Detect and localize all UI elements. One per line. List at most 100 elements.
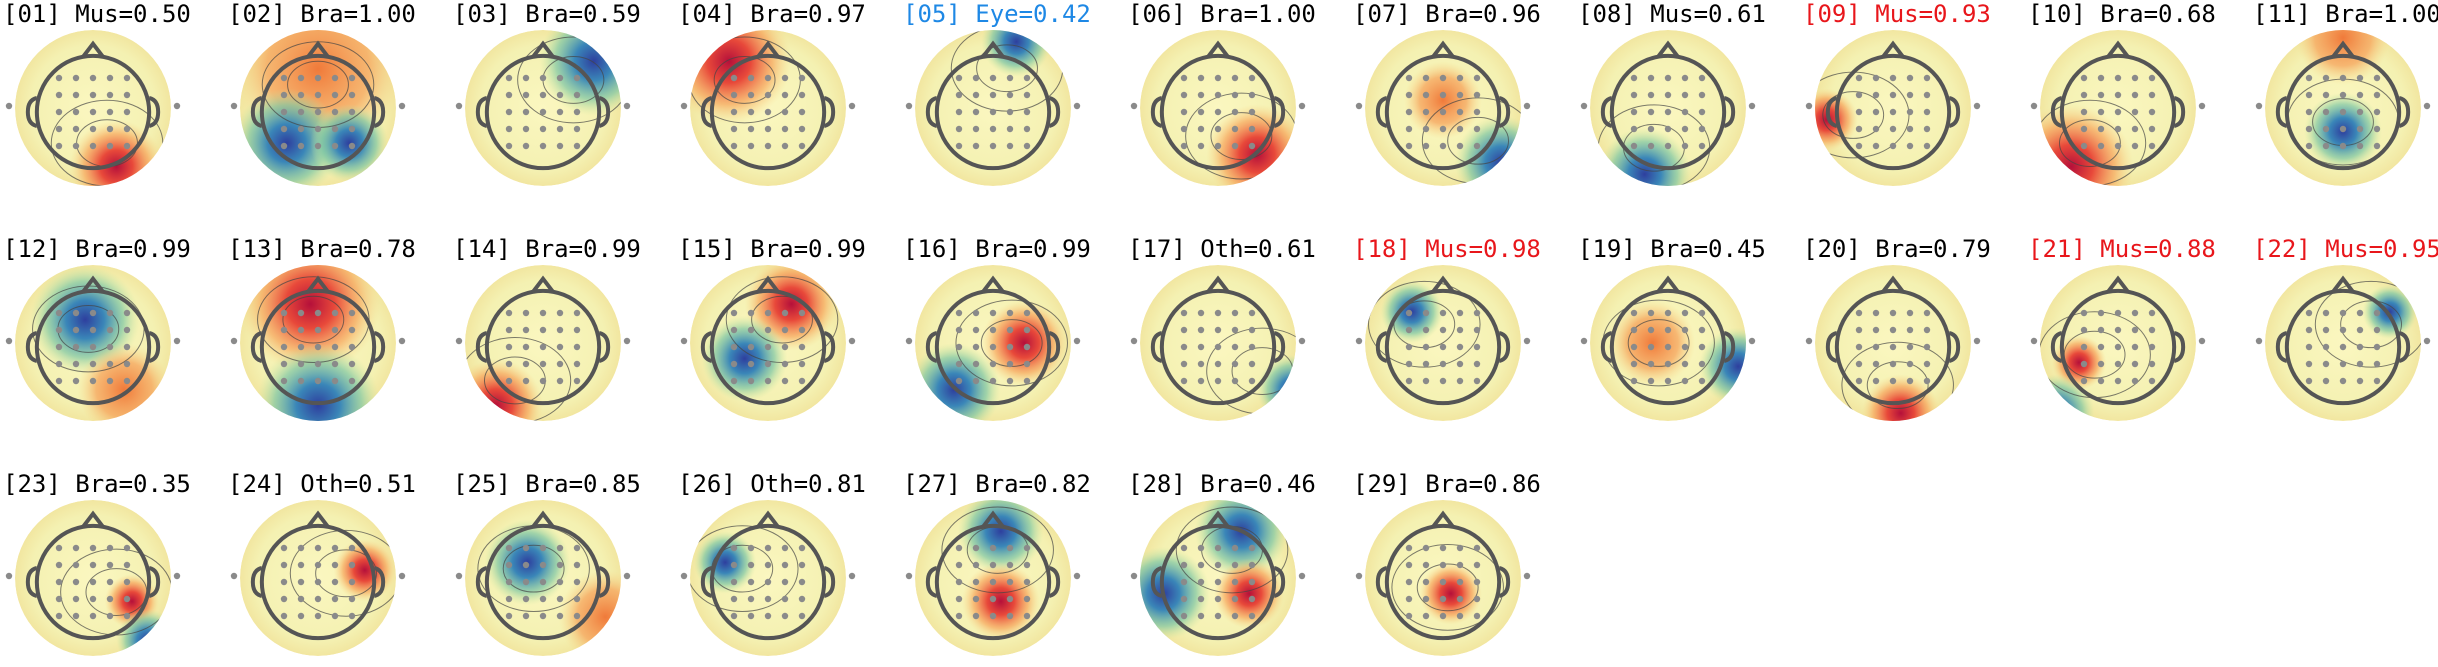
- nose: [2331, 40, 2355, 59]
- sensor: [1214, 309, 1222, 317]
- sensor: [573, 74, 581, 82]
- sensor: [764, 377, 772, 385]
- sensor: [1197, 326, 1205, 334]
- sensor: [230, 337, 238, 345]
- sensor: [1906, 360, 1914, 368]
- sensor: [5, 337, 13, 345]
- topomap-panel: [15] Bra=0.99: [678, 235, 866, 421]
- panel-title: [15] Bra=0.99: [678, 235, 866, 263]
- topomap-blob: [2362, 284, 2418, 340]
- sensor: [1473, 377, 1481, 385]
- nose: [981, 275, 1005, 294]
- sensor: [2097, 74, 2105, 82]
- sensor: [730, 595, 738, 603]
- sensor: [1923, 377, 1931, 385]
- sensor: [2356, 108, 2364, 116]
- sensor: [1698, 377, 1706, 385]
- sensor: [1180, 544, 1188, 552]
- sensor: [989, 578, 997, 586]
- sensor: [2114, 360, 2122, 368]
- ear: [25, 566, 38, 598]
- sensor: [1405, 343, 1413, 351]
- ear: [1948, 331, 1961, 363]
- sensor: [314, 91, 322, 99]
- sensor: [747, 91, 755, 99]
- sensor: [972, 74, 980, 82]
- sensor: [331, 377, 339, 385]
- sensor: [1872, 74, 1880, 82]
- sensor: [848, 572, 856, 580]
- sensor: [539, 74, 547, 82]
- nose: [306, 40, 330, 59]
- sensor: [747, 309, 755, 317]
- sensor: [1906, 108, 1914, 116]
- ear: [1825, 96, 1838, 128]
- sensor: [348, 578, 356, 586]
- topomap-panel: [23] Bra=0.35: [3, 470, 191, 656]
- sensor: [1439, 612, 1447, 620]
- contour: [2059, 119, 2121, 168]
- sensor: [1197, 91, 1205, 99]
- sensor: [2356, 309, 2364, 317]
- sensor: [1664, 309, 1672, 317]
- sensor: [505, 326, 513, 334]
- sensor: [1664, 142, 1672, 150]
- contour: [1447, 116, 1510, 165]
- sensor: [1006, 377, 1014, 385]
- ear: [250, 566, 263, 598]
- nose: [2106, 275, 2130, 294]
- sensor: [55, 91, 63, 99]
- sensor: [1130, 102, 1138, 110]
- sensor: [2198, 102, 2206, 110]
- sensor: [2356, 377, 2364, 385]
- sensor: [1023, 108, 1031, 116]
- sensor: [573, 91, 581, 99]
- sensor: [1023, 544, 1031, 552]
- topomap-panel: [28] Bra=0.46: [1128, 470, 1316, 656]
- panel-title: [12] Bra=0.99: [3, 235, 191, 263]
- sensor: [314, 326, 322, 334]
- ear: [2275, 331, 2288, 363]
- sensor: [1214, 578, 1222, 586]
- sensor: [1473, 578, 1481, 586]
- sensor: [1923, 309, 1931, 317]
- sensor: [989, 377, 997, 385]
- sensor: [2114, 125, 2122, 133]
- sensor: [72, 595, 80, 603]
- sensor: [2322, 343, 2330, 351]
- sensor: [314, 125, 322, 133]
- sensor: [1664, 108, 1672, 116]
- nose: [1206, 275, 1230, 294]
- head-outline: [934, 288, 1052, 406]
- contour: [1416, 563, 1479, 612]
- nose: [756, 275, 780, 294]
- sensor: [1355, 102, 1363, 110]
- sensor: [764, 74, 772, 82]
- sensor: [781, 612, 789, 620]
- ear: [925, 331, 938, 363]
- sensor: [1422, 108, 1430, 116]
- sensor: [1456, 561, 1464, 569]
- sensor: [1180, 578, 1188, 586]
- sensor: [1664, 377, 1672, 385]
- topomap-panel: [21] Mus=0.88: [2028, 235, 2216, 421]
- sensor: [522, 108, 530, 116]
- contour: [751, 295, 813, 344]
- sensor: [1923, 360, 1931, 368]
- sensor: [89, 125, 97, 133]
- sensor: [989, 91, 997, 99]
- contour: [315, 549, 377, 598]
- sensor: [1456, 108, 1464, 116]
- sensor: [72, 561, 80, 569]
- sensor: [1405, 142, 1413, 150]
- sensor: [2097, 125, 2105, 133]
- sensor: [522, 343, 530, 351]
- sensor: [781, 578, 789, 586]
- sensor: [1214, 74, 1222, 82]
- sensor: [1023, 142, 1031, 150]
- sensor: [348, 309, 356, 317]
- sensor: [1439, 309, 1447, 317]
- sensor: [539, 326, 547, 334]
- topomap-panel: [01] Mus=0.50: [3, 0, 191, 186]
- sensor: [2373, 377, 2381, 385]
